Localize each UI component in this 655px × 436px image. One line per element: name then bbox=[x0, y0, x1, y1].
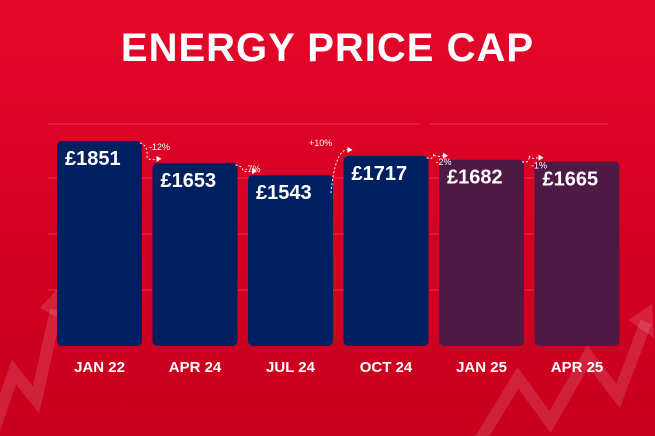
x-tick-label: APR 25 bbox=[551, 359, 604, 376]
background-trend-arrow-left bbox=[0, 286, 60, 432]
change-label: -1% bbox=[531, 161, 547, 171]
change-arrowhead bbox=[347, 146, 353, 153]
x-tick-label: APR 24 bbox=[169, 359, 222, 376]
bar-jan-22 bbox=[57, 141, 142, 346]
change-arrow bbox=[139, 142, 157, 161]
change-label: -2% bbox=[436, 157, 452, 167]
bar-value-label: £1682 bbox=[447, 167, 503, 189]
bar-oct-24 bbox=[343, 155, 429, 346]
change-label: +10% bbox=[309, 138, 332, 148]
bar-jan-25 bbox=[439, 159, 524, 346]
bar-jul-24 bbox=[248, 175, 333, 346]
bar-value-label: £1717 bbox=[352, 163, 408, 185]
change-arrowhead bbox=[156, 155, 162, 162]
change-arrowhead bbox=[443, 152, 448, 159]
background-trend-arrow-right bbox=[475, 304, 654, 436]
bar-apr-24 bbox=[152, 162, 238, 346]
bar-value-label: £1665 bbox=[543, 169, 599, 191]
x-tick-label: JUL 24 bbox=[266, 359, 316, 376]
change-arrow bbox=[426, 153, 444, 159]
change-label: -7% bbox=[245, 164, 261, 174]
change-arrow bbox=[330, 149, 348, 194]
chart-title: ENERGY PRICE CAP bbox=[120, 26, 535, 70]
change-arrowhead bbox=[538, 154, 544, 161]
change-arrowhead bbox=[252, 168, 257, 175]
change-label: -12% bbox=[149, 142, 170, 152]
x-tick-label: JAN 25 bbox=[456, 359, 507, 376]
change-arrow bbox=[235, 164, 253, 173]
bar-apr-25 bbox=[534, 161, 620, 346]
bar-value-label: £1543 bbox=[256, 182, 312, 204]
bar-value-label: £1851 bbox=[65, 148, 121, 170]
bar-value-label: £1653 bbox=[161, 170, 217, 192]
x-tick-label: JAN 22 bbox=[74, 359, 125, 376]
x-tick-label: OCT 24 bbox=[360, 359, 413, 376]
